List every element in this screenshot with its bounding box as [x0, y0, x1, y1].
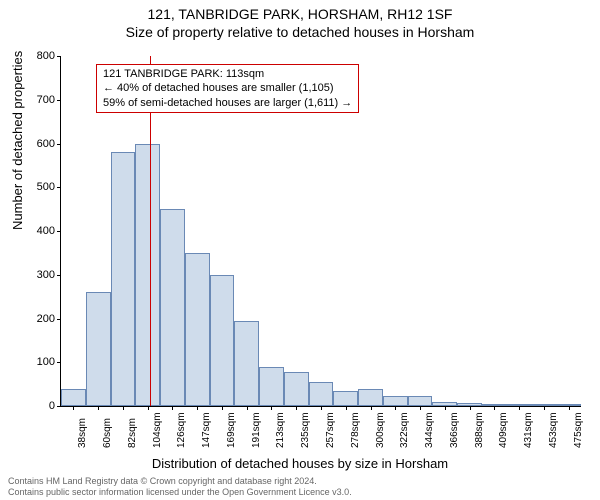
y-tick-label: 600 [21, 138, 55, 150]
chart-title-subtitle: Size of property relative to detached ho… [0, 22, 600, 40]
x-tick-mark [569, 406, 570, 410]
histogram-bar [210, 275, 235, 406]
histogram-bar [111, 152, 136, 406]
x-tick-mark [98, 406, 99, 410]
annotation-line: 59% of semi-detached houses are larger (… [103, 96, 352, 110]
histogram-bar [259, 367, 284, 406]
x-tick-label: 344sqm [424, 412, 435, 448]
x-tick-mark [197, 406, 198, 410]
histogram-bar [408, 396, 433, 406]
x-tick-label: 38sqm [77, 418, 88, 448]
x-tick-mark [346, 406, 347, 410]
x-tick-label: 126sqm [176, 412, 187, 448]
x-tick-mark [420, 406, 421, 410]
histogram-bar [284, 372, 309, 406]
x-tick-mark [395, 406, 396, 410]
x-tick-mark [172, 406, 173, 410]
x-tick-mark [296, 406, 297, 410]
x-tick-mark [123, 406, 124, 410]
histogram-bar [160, 209, 185, 406]
y-tick-label: 100 [21, 356, 55, 368]
y-tick-mark [57, 144, 61, 145]
x-tick-label: 453sqm [548, 412, 559, 448]
x-tick-mark [371, 406, 372, 410]
histogram-bar [234, 321, 259, 406]
x-tick-mark [222, 406, 223, 410]
y-tick-label: 200 [21, 313, 55, 325]
y-tick-mark [57, 56, 61, 57]
x-tick-mark [470, 406, 471, 410]
annotation-box: 121 TANBRIDGE PARK: 113sqm← 40% of detac… [96, 64, 359, 113]
x-tick-label: 431sqm [523, 412, 534, 448]
x-tick-label: 191sqm [251, 412, 262, 448]
x-tick-label: 104sqm [152, 412, 163, 448]
footer-line-2: Contains public sector information licen… [8, 487, 352, 498]
x-tick-mark [148, 406, 149, 410]
x-tick-label: 278sqm [350, 412, 361, 448]
x-tick-label: 322sqm [399, 412, 410, 448]
annotation-line: ← 40% of detached houses are smaller (1,… [103, 81, 352, 95]
x-axis-label: Distribution of detached houses by size … [0, 456, 600, 471]
y-tick-label: 800 [21, 50, 55, 62]
footer-attribution: Contains HM Land Registry data © Crown c… [8, 476, 352, 498]
y-tick-label: 500 [21, 181, 55, 193]
x-tick-mark [544, 406, 545, 410]
histogram-bar [86, 292, 111, 406]
x-tick-mark [73, 406, 74, 410]
x-tick-label: 82sqm [127, 418, 138, 448]
x-tick-mark [271, 406, 272, 410]
y-tick-label: 300 [21, 269, 55, 281]
histogram-bar [333, 391, 358, 406]
y-tick-mark [57, 275, 61, 276]
x-tick-label: 213sqm [275, 412, 286, 448]
chart-title-address: 121, TANBRIDGE PARK, HORSHAM, RH12 1SF [0, 0, 600, 22]
y-tick-mark [57, 319, 61, 320]
x-tick-mark [519, 406, 520, 410]
annotation-line: 121 TANBRIDGE PARK: 113sqm [103, 67, 352, 81]
histogram-bar [358, 389, 383, 406]
chart-container: 121, TANBRIDGE PARK, HORSHAM, RH12 1SF S… [0, 0, 600, 500]
y-tick-mark [57, 231, 61, 232]
histogram-bar [185, 253, 210, 406]
x-tick-mark [247, 406, 248, 410]
y-tick-mark [57, 362, 61, 363]
histogram-bar [135, 144, 160, 407]
x-tick-label: 366sqm [449, 412, 460, 448]
histogram-bar [309, 382, 334, 406]
x-tick-label: 169sqm [226, 412, 237, 448]
histogram-bar [383, 396, 408, 407]
x-tick-mark [445, 406, 446, 410]
y-tick-mark [57, 406, 61, 407]
x-tick-label: 235sqm [300, 412, 311, 448]
x-tick-label: 409sqm [498, 412, 509, 448]
y-tick-mark [57, 187, 61, 188]
x-tick-label: 388sqm [474, 412, 485, 448]
x-tick-label: 257sqm [325, 412, 336, 448]
x-tick-label: 475sqm [573, 412, 584, 448]
y-tick-label: 0 [21, 400, 55, 412]
histogram-bar [61, 389, 86, 406]
y-tick-label: 400 [21, 225, 55, 237]
x-tick-label: 300sqm [375, 412, 386, 448]
x-tick-mark [321, 406, 322, 410]
plot-region: 010020030040050060070080038sqm60sqm82sqm… [60, 56, 581, 407]
x-tick-label: 60sqm [102, 418, 113, 448]
chart-area: 010020030040050060070080038sqm60sqm82sqm… [60, 56, 580, 406]
y-tick-label: 700 [21, 94, 55, 106]
y-tick-mark [57, 100, 61, 101]
x-tick-mark [494, 406, 495, 410]
x-tick-label: 147sqm [201, 412, 212, 448]
footer-line-1: Contains HM Land Registry data © Crown c… [8, 476, 352, 487]
